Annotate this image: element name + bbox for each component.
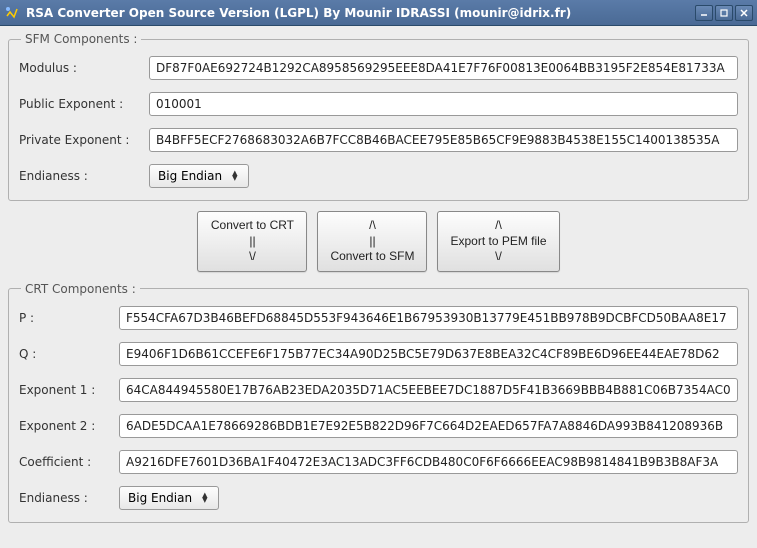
public-exponent-input[interactable] <box>149 92 738 116</box>
crt-endianess-value: Big Endian <box>128 491 192 505</box>
convert-buttons-row: Convert to CRT || \/ /\ || Convert to SF… <box>8 205 749 278</box>
coefficient-input[interactable] <box>119 450 738 474</box>
exponent2-label: Exponent 2 : <box>19 419 119 433</box>
exponent1-row: Exponent 1 : <box>19 378 738 402</box>
sfm-endianess-value: Big Endian <box>158 169 222 183</box>
sfm-endianess-select[interactable]: Big Endian ▲▼ <box>149 164 249 188</box>
q-row: Q : <box>19 342 738 366</box>
updown-icon: ▲▼ <box>202 493 207 503</box>
updown-icon: ▲▼ <box>232 171 237 181</box>
exponent2-input[interactable] <box>119 414 738 438</box>
close-button[interactable] <box>735 5 753 21</box>
window-title: RSA Converter Open Source Version (LGPL)… <box>26 6 695 20</box>
exponent2-row: Exponent 2 : <box>19 414 738 438</box>
p-input[interactable] <box>119 306 738 330</box>
sfm-legend: SFM Components : <box>21 32 141 46</box>
public-exponent-row: Public Exponent : <box>19 92 738 116</box>
sfm-endianess-row: Endianess : Big Endian ▲▼ <box>19 164 738 188</box>
titlebar[interactable]: RSA Converter Open Source Version (LGPL)… <box>0 0 757 26</box>
content-area: SFM Components : Modulus : Public Expone… <box>0 26 757 548</box>
exponent1-label: Exponent 1 : <box>19 383 119 397</box>
p-row: P : <box>19 306 738 330</box>
q-label: Q : <box>19 347 119 361</box>
private-exponent-input[interactable] <box>149 128 738 152</box>
export-to-pem-button[interactable]: /\ Export to PEM file \/ <box>437 211 559 272</box>
modulus-label: Modulus : <box>19 61 149 75</box>
app-icon <box>4 5 20 21</box>
crt-legend: CRT Components : <box>21 282 140 296</box>
sfm-group: SFM Components : Modulus : Public Expone… <box>8 32 749 201</box>
app-window: RSA Converter Open Source Version (LGPL)… <box>0 0 757 548</box>
crt-endianess-row: Endianess : Big Endian ▲▼ <box>19 486 738 510</box>
crt-endianess-label: Endianess : <box>19 491 119 505</box>
public-exponent-label: Public Exponent : <box>19 97 149 111</box>
modulus-input[interactable] <box>149 56 738 80</box>
modulus-row: Modulus : <box>19 56 738 80</box>
exponent1-input[interactable] <box>119 378 738 402</box>
crt-endianess-select[interactable]: Big Endian ▲▼ <box>119 486 219 510</box>
private-exponent-row: Private Exponent : <box>19 128 738 152</box>
crt-group: CRT Components : P : Q : Exponent 1 : Ex… <box>8 282 749 523</box>
convert-to-sfm-button[interactable]: /\ || Convert to SFM <box>317 211 427 272</box>
p-label: P : <box>19 311 119 325</box>
window-controls <box>695 5 753 21</box>
q-input[interactable] <box>119 342 738 366</box>
convert-to-crt-button[interactable]: Convert to CRT || \/ <box>197 211 307 272</box>
maximize-button[interactable] <box>715 5 733 21</box>
minimize-button[interactable] <box>695 5 713 21</box>
private-exponent-label: Private Exponent : <box>19 133 149 147</box>
coefficient-row: Coefficient : <box>19 450 738 474</box>
coefficient-label: Coefficient : <box>19 455 119 469</box>
sfm-endianess-label: Endianess : <box>19 169 149 183</box>
